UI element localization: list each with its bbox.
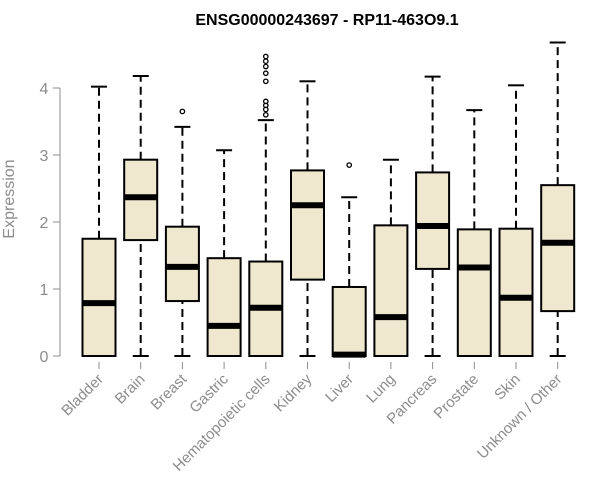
box-iqr	[331, 285, 367, 357]
y-axis-label: Expression	[1, 159, 18, 238]
x-tick-label: Brain	[112, 371, 149, 408]
box-prostate	[456, 109, 492, 357]
box-kidney	[290, 80, 325, 357]
x-tick-label: Kidney	[271, 370, 316, 415]
box-iqr	[498, 227, 534, 357]
box-iqr	[164, 225, 200, 303]
box-iqr	[373, 224, 409, 357]
y-tick-label: 0	[40, 349, 49, 366]
box-skin	[498, 84, 534, 357]
box-unknown-other	[540, 41, 576, 357]
x-tick-label: Skin	[491, 371, 524, 404]
chart-title: ENSG00000243697 - RP11-463O9.1	[195, 12, 458, 29]
outlier-point	[262, 98, 269, 105]
box-iqr	[206, 257, 242, 357]
outlier-point	[179, 108, 186, 115]
y-tick-label: 4	[40, 81, 49, 98]
outlier-point	[262, 58, 269, 65]
box-pancreas	[415, 75, 451, 357]
box-iqr	[456, 228, 492, 357]
outlier-point	[346, 162, 353, 168]
box-series	[81, 41, 576, 358]
x-tick-label: Bladder	[58, 371, 107, 420]
y-axis: 0 1 2 3 4	[40, 81, 61, 366]
x-tick-label: Lung	[363, 371, 399, 407]
x-tick-label: Breast	[148, 370, 191, 413]
y-tick-label: 2	[40, 215, 49, 232]
outlier-point	[262, 53, 269, 60]
box-iqr	[81, 237, 117, 357]
x-tick-label: Prostate	[431, 371, 483, 423]
x-tick-label: Liver	[322, 371, 357, 406]
y-tick-label: 1	[40, 282, 49, 299]
outlier-point	[262, 70, 269, 77]
box-iqr	[540, 184, 576, 313]
box-brain	[123, 74, 159, 357]
outlier-point	[262, 111, 269, 118]
box-iqr	[415, 171, 451, 270]
box-gastric	[206, 149, 242, 357]
box-hematopoietic-cells	[248, 53, 284, 357]
outlier-point	[262, 63, 269, 70]
box-iqr	[290, 169, 325, 281]
outlier-point	[262, 78, 269, 85]
box-bladder	[81, 85, 117, 357]
y-tick-label: 3	[40, 148, 49, 165]
box-lung	[373, 158, 409, 357]
box-liver	[331, 162, 367, 358]
box-breast	[164, 108, 200, 357]
